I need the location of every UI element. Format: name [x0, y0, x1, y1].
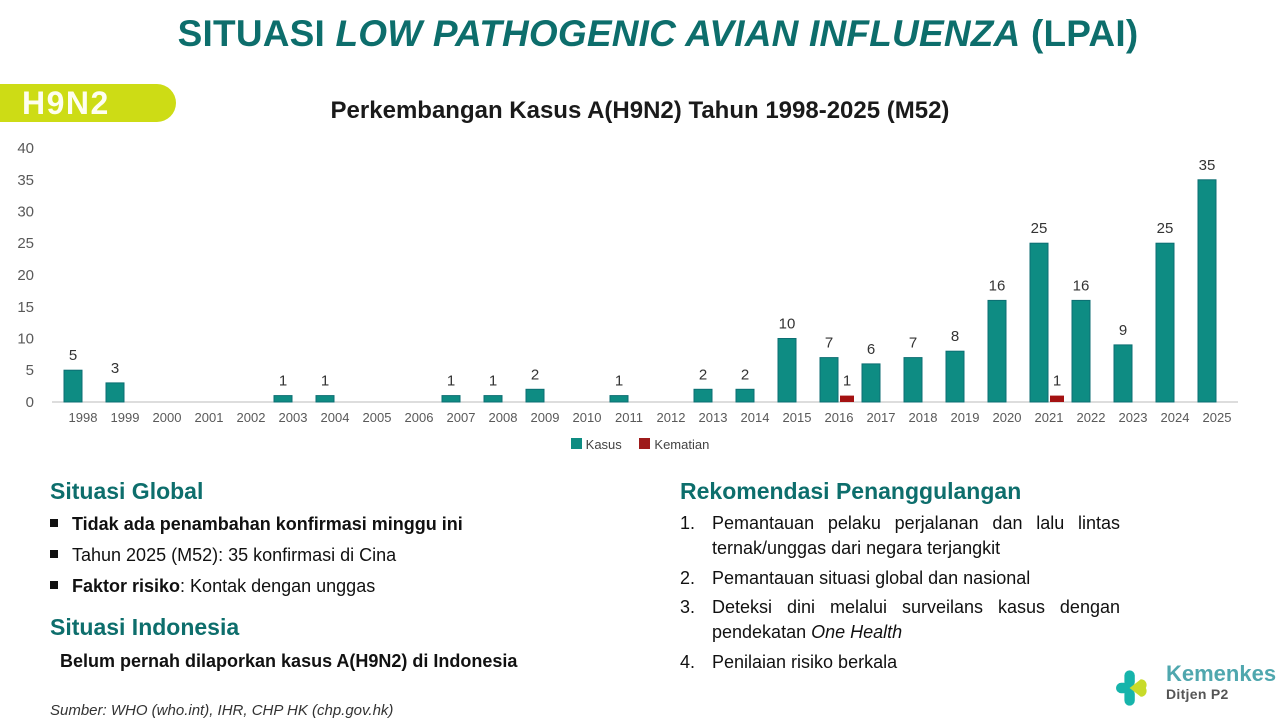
svg-text:1: 1: [321, 373, 329, 390]
svg-text:2002: 2002: [237, 410, 266, 425]
svg-text:7: 7: [825, 335, 833, 352]
svg-text:2010: 2010: [573, 410, 602, 425]
svg-text:25: 25: [1157, 220, 1174, 237]
svg-text:1: 1: [447, 373, 455, 390]
svg-text:35: 35: [17, 172, 34, 189]
svg-text:8: 8: [951, 328, 959, 345]
svg-text:2012: 2012: [657, 410, 686, 425]
svg-text:15: 15: [17, 299, 34, 316]
svg-text:2008: 2008: [489, 410, 518, 425]
svg-text:1: 1: [615, 373, 623, 390]
svg-text:2015: 2015: [783, 410, 812, 425]
svg-text:9: 9: [1119, 322, 1127, 339]
svg-text:2023: 2023: [1119, 410, 1148, 425]
svg-text:2007: 2007: [447, 410, 476, 425]
svg-text:35: 35: [1199, 157, 1216, 174]
svg-text:1: 1: [279, 373, 287, 390]
svg-text:1: 1: [1053, 373, 1061, 390]
svg-text:25: 25: [1031, 220, 1048, 237]
svg-text:7: 7: [909, 335, 917, 352]
svg-text:10: 10: [779, 316, 796, 333]
svg-text:2019: 2019: [951, 410, 980, 425]
svg-text:2005: 2005: [363, 410, 392, 425]
svg-text:2: 2: [699, 366, 707, 383]
svg-text:2017: 2017: [867, 410, 896, 425]
svg-text:3: 3: [111, 360, 119, 377]
svg-text:2018: 2018: [909, 410, 938, 425]
svg-text:2014: 2014: [741, 410, 770, 425]
svg-text:6: 6: [867, 341, 875, 358]
svg-text:25: 25: [17, 235, 34, 252]
svg-text:40: 40: [17, 140, 34, 157]
svg-text:2009: 2009: [531, 410, 560, 425]
svg-text:2016: 2016: [825, 410, 854, 425]
svg-text:30: 30: [17, 204, 34, 221]
svg-text:2004: 2004: [321, 410, 350, 425]
svg-text:2021: 2021: [1035, 410, 1064, 425]
svg-text:10: 10: [17, 331, 34, 348]
svg-text:20: 20: [17, 267, 34, 284]
svg-text:16: 16: [989, 277, 1006, 294]
svg-text:16: 16: [1073, 277, 1090, 294]
svg-text:2003: 2003: [279, 410, 308, 425]
svg-text:2: 2: [741, 366, 749, 383]
svg-text:2024: 2024: [1161, 410, 1190, 425]
svg-text:2001: 2001: [195, 410, 224, 425]
svg-text:5: 5: [26, 362, 34, 379]
svg-text:2000: 2000: [153, 410, 182, 425]
svg-text:0: 0: [26, 394, 34, 411]
svg-text:2: 2: [531, 366, 539, 383]
svg-text:2022: 2022: [1077, 410, 1106, 425]
svg-text:5: 5: [69, 347, 77, 364]
svg-text:1999: 1999: [111, 410, 140, 425]
svg-text:2013: 2013: [699, 410, 728, 425]
svg-text:1: 1: [843, 373, 851, 390]
svg-text:2020: 2020: [993, 410, 1022, 425]
svg-text:2006: 2006: [405, 410, 434, 425]
svg-text:2011: 2011: [615, 410, 643, 425]
svg-text:1: 1: [489, 373, 497, 390]
svg-text:1998: 1998: [69, 410, 98, 425]
svg-text:2025: 2025: [1203, 410, 1232, 425]
